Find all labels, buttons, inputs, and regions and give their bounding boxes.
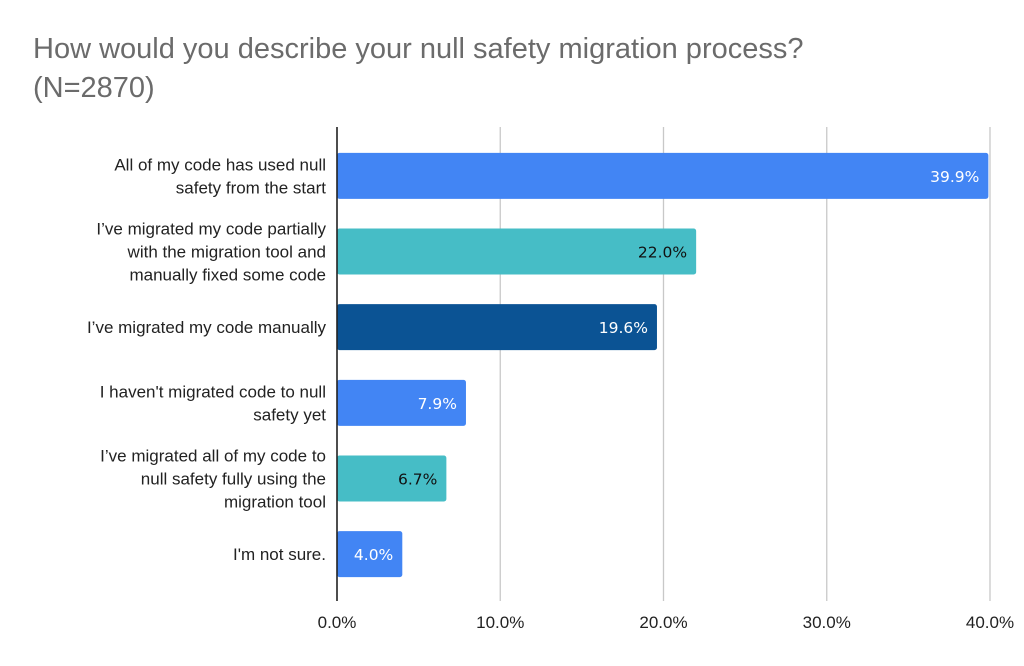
category-label: I'm not sure.: [233, 545, 326, 564]
x-tick-labels: 0.0% 10.0% 20.0% 30.0% 40.0%: [318, 613, 1014, 632]
data-label: 7.9%: [418, 395, 457, 413]
x-tick-label: 20.0%: [639, 613, 687, 632]
data-label: 19.6%: [599, 319, 648, 337]
category-label-line: with the migration tool and: [127, 243, 326, 262]
category-label-line: I’ve migrated my code manually: [87, 318, 327, 337]
category-label-line: migration tool: [224, 493, 326, 512]
category-label-line: safety from the start: [176, 178, 326, 197]
category-label: I’ve migrated my code partially with the …: [96, 220, 326, 285]
category-label: I’ve migrated all of my code to null safe…: [100, 447, 326, 512]
bar: [337, 531, 403, 578]
x-tick-label: 30.0%: [803, 613, 851, 632]
chart-title-line-2: (N=2870): [33, 72, 155, 104]
category-label-line: I'm not sure.: [233, 545, 326, 564]
gridlines: [499, 127, 991, 601]
category-label: All of my code has used null safety from …: [114, 155, 326, 197]
x-tick-label: 0.0%: [318, 613, 357, 632]
category-label-line: I haven't migrated code to null: [100, 382, 326, 401]
bar: [337, 304, 657, 351]
data-label: 6.7%: [398, 471, 437, 489]
category-label-line: I’ve migrated all of my code to: [100, 447, 326, 466]
bars: 39.9% 22.0% 19.6% 7.9% 6.7% 4.0%: [337, 152, 989, 578]
category-labels: All of my code has used null safety from …: [87, 155, 327, 564]
category-label-line: I’ve migrated my code partially: [96, 220, 326, 239]
bar: [337, 455, 447, 502]
category-label-line: manually fixed some code: [129, 266, 326, 285]
category-label-line: null safety fully using the: [141, 470, 326, 489]
x-tick-label: 40.0%: [966, 613, 1014, 632]
data-label: 39.9%: [930, 168, 979, 186]
bar: [337, 379, 466, 426]
bar: [337, 228, 697, 275]
chart-title-line-1: How would you describe your null safety …: [33, 33, 804, 65]
category-label-line: safety yet: [253, 405, 326, 424]
x-tick-label: 10.0%: [476, 613, 524, 632]
category-label: I haven't migrated code to null safety ye…: [100, 382, 327, 424]
category-label-line: All of my code has used null: [114, 155, 326, 174]
bar: [337, 152, 989, 199]
category-label: I’ve migrated my code manually: [87, 318, 327, 337]
chart-title: How would you describe your null safety …: [33, 30, 993, 108]
data-label: 4.0%: [354, 546, 393, 564]
data-label: 22.0%: [638, 244, 687, 262]
